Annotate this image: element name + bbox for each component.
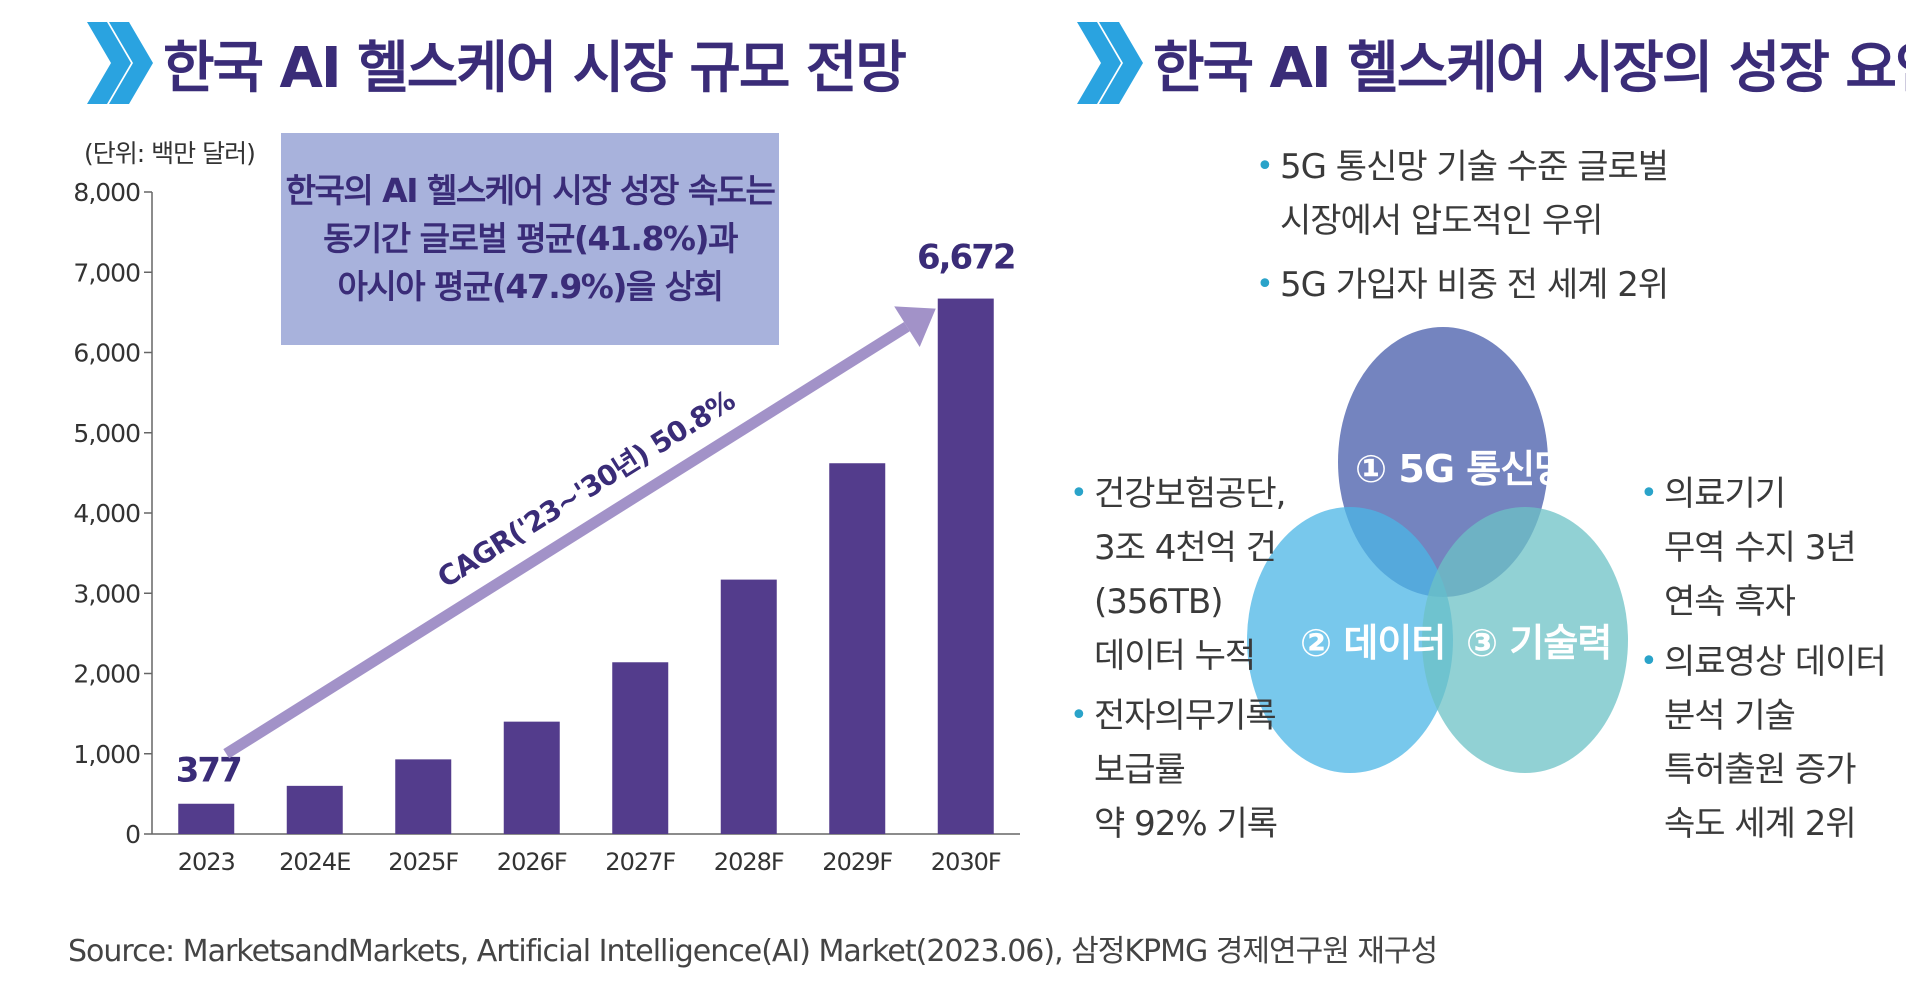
bar xyxy=(503,721,560,834)
x-tick-label: 2024E xyxy=(279,848,350,876)
bullet-line: 약 92% 기록 xyxy=(1094,804,1278,844)
source-note: Source: MarketsandMarkets, Artificial In… xyxy=(68,934,1438,969)
bar xyxy=(612,662,669,834)
callout-line: 한국의 AI 헬스케어 시장 성장 속도는 xyxy=(285,171,776,210)
bullet-line: 속도 세계 2위 xyxy=(1664,804,1857,844)
bullet-item: • 5G 통신망 기술 수준 글로벌 시장에서 압도적인 우위 xyxy=(1256,140,1669,248)
bullet-dot-icon: • xyxy=(1070,698,1088,733)
right-panel-title: 한국 AI 헬스케어 시장의 성장 요인 xyxy=(1075,18,1906,108)
bullet-item: • 의료기기 무역 수지 3년 연속 흑자 xyxy=(1640,467,1886,629)
y-tick-label: 0 xyxy=(125,820,140,849)
bullet-line: 건강보험공단, xyxy=(1094,474,1286,514)
bar xyxy=(395,759,452,834)
bullet-line: 의료영상 데이터 xyxy=(1664,642,1887,682)
bullet-item: • 5G 가입자 비중 전 세계 2위 xyxy=(1256,258,1669,312)
bullet-line: 보급률 xyxy=(1094,750,1186,790)
x-tick-label: 2027F xyxy=(605,848,675,876)
bullet-line: 5G 통신망 기술 수준 글로벌 xyxy=(1280,147,1669,187)
x-tick-label: 2029F xyxy=(822,848,892,876)
y-tick-label: 3,000 xyxy=(73,579,140,608)
bullet-line: 시장에서 압도적인 우위 xyxy=(1280,201,1603,241)
bullet-dot-icon: • xyxy=(1256,267,1274,302)
bullet-item: • 전자의무기록 보급률 약 92% 기록 xyxy=(1070,689,1286,851)
y-tick-label: 5,000 xyxy=(73,419,140,448)
bar xyxy=(720,579,777,834)
x-tick-label: 2023 xyxy=(178,848,235,876)
left-panel-title: 한국 AI 헬스케어 시장 규모 전망 xyxy=(85,18,907,108)
callout-line: 아시아 평균(47.9%)을 상회 xyxy=(337,267,724,306)
bullet-line: (356TB) xyxy=(1094,582,1224,622)
venn-label-data: ② 데이터 xyxy=(1300,621,1446,665)
bullet-dot-icon: • xyxy=(1256,149,1274,184)
venn-circle-tech xyxy=(1422,507,1628,773)
bullet-dot-icon: • xyxy=(1640,476,1658,511)
cagr-arrow-head xyxy=(894,306,936,347)
y-tick-label: 2,000 xyxy=(73,660,140,689)
x-tick-label: 2025F xyxy=(388,848,458,876)
venn-label-tech: ③ 기술력 xyxy=(1466,621,1612,665)
bullet-line: 분석 기술 xyxy=(1664,696,1796,736)
bullet-line: 특허출원 증가 xyxy=(1664,750,1856,790)
bar xyxy=(829,463,886,834)
y-tick-label: 4,000 xyxy=(73,499,140,528)
left-title-text: 한국 AI 헬스케어 시장 규모 전망 xyxy=(163,35,907,101)
bullet-item: • 건강보험공단, 3조 4천억 건 (356TB) 데이터 누적 xyxy=(1070,467,1286,683)
bullet-line: 데이터 누적 xyxy=(1094,636,1256,676)
y-tick-label: 8,000 xyxy=(73,178,140,207)
bar xyxy=(937,298,994,834)
bullets-left: • 건강보험공단, 3조 4천억 건 (356TB) 데이터 누적 • 전자의무… xyxy=(1070,467,1286,851)
x-tick-label: 2026F xyxy=(497,848,567,876)
bullet-line: 무역 수지 3년 xyxy=(1664,528,1857,568)
bullet-line: 의료기기 xyxy=(1664,474,1786,514)
callout-box: 한국의 AI 헬스케어 시장 성장 속도는 동기간 글로벌 평균(41.8%)과… xyxy=(281,133,779,345)
data-label-last: 6,672 xyxy=(917,238,1015,278)
bullet-line: 연속 흑자 xyxy=(1664,582,1796,622)
bar xyxy=(286,785,343,834)
bullet-line: 3조 4천억 건 xyxy=(1094,528,1277,568)
venn-label-5g: ① 5G 통신망 xyxy=(1355,447,1569,491)
chevron-double-icon xyxy=(87,22,153,104)
callout-line: 동기간 글로벌 평균(41.8%)과 xyxy=(323,219,738,258)
bullet-line: 전자의무기록 xyxy=(1094,696,1277,736)
cagr-arrow xyxy=(223,321,910,759)
y-tick-label: 7,000 xyxy=(73,258,140,287)
x-tick-label: 2030F xyxy=(931,848,1001,876)
venn-circle-data xyxy=(1247,507,1453,773)
bullet-line: 5G 가입자 비중 전 세계 2위 xyxy=(1280,265,1669,305)
bar xyxy=(178,803,235,834)
unit-label: (단위: 백만 달러) xyxy=(84,139,256,168)
bullet-dot-icon: • xyxy=(1070,476,1088,511)
bullets-top: • 5G 통신망 기술 수준 글로벌 시장에서 압도적인 우위 • 5G 가입자… xyxy=(1256,140,1669,312)
y-tick-label: 6,000 xyxy=(73,339,140,368)
bullet-dot-icon: • xyxy=(1640,644,1658,679)
bullets-right: • 의료기기 무역 수지 3년 연속 흑자 • 의료영상 데이터 분석 기술 특… xyxy=(1640,467,1887,851)
data-label-first: 377 xyxy=(176,751,241,791)
bullet-item: • 의료영상 데이터 분석 기술 특허출원 증가 속도 세계 2위 xyxy=(1640,635,1887,851)
chevron-double-icon xyxy=(1077,22,1143,104)
right-title-text: 한국 AI 헬스케어 시장의 성장 요인 xyxy=(1153,35,1906,101)
y-tick-label: 1,000 xyxy=(73,740,140,769)
x-tick-label: 2028F xyxy=(714,848,784,876)
